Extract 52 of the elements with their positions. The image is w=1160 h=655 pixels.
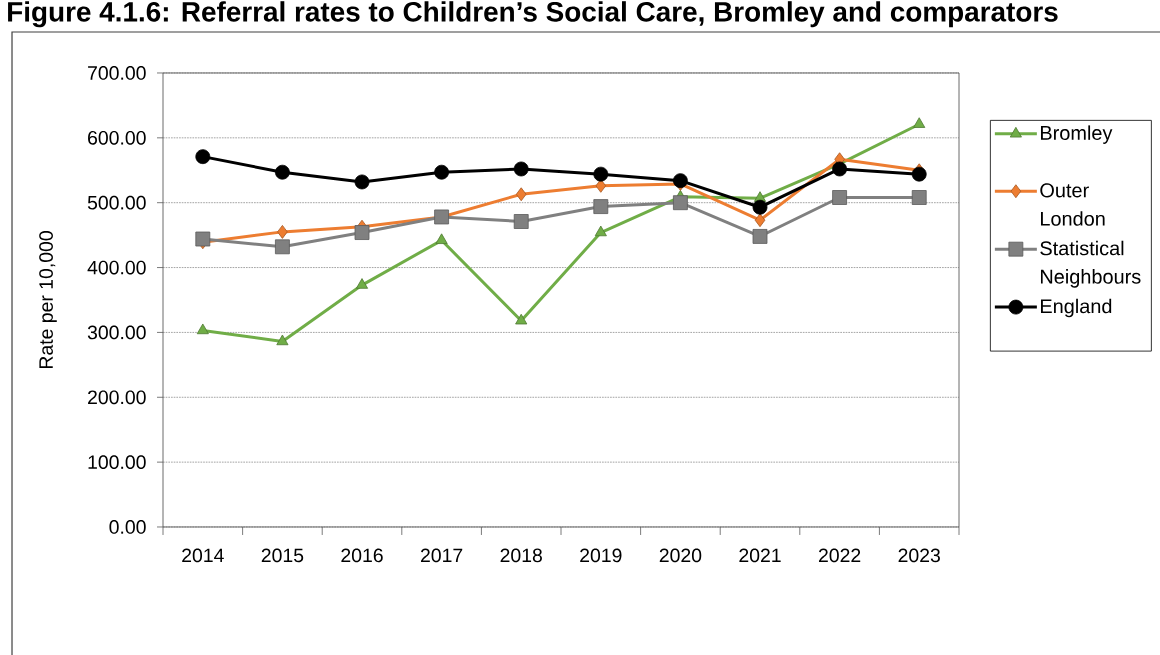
x-tick-label: 2018 [500,548,542,563]
point [752,199,768,215]
y-tick-label: 700.00 [88,66,146,80]
point [673,173,688,189]
point [515,187,527,202]
x-tick-label: 2016 [341,548,383,563]
point [354,225,370,240]
point [196,323,209,335]
point [434,164,450,180]
point [354,174,370,190]
point [911,190,927,205]
point [832,161,848,177]
x-tick-label: 2022 [818,548,861,563]
x-tick-label: 2014 [182,548,224,563]
point [515,313,528,325]
y-tick-label: 0.00 [109,520,146,534]
x-tick-label: 2017 [420,548,463,563]
point [593,199,609,214]
x-tick-label: 2023 [898,548,940,563]
y-tick-label: 200.00 [88,390,146,405]
y-tick-label: 600.00 [88,130,146,145]
point [435,233,448,244]
point [513,161,529,177]
point [275,239,290,255]
x-tick-label: 2019 [580,548,622,563]
legend-label: England [1041,298,1112,318]
point [593,166,609,182]
legend-label: Bromley [1041,125,1113,144]
point [277,224,288,239]
point [513,214,529,229]
point [594,225,607,237]
point [673,195,688,211]
legend-label: Outer London [1040,183,1105,226]
point [754,213,766,228]
point [911,166,927,182]
legend-label: Statistical Neighbours [1040,240,1141,288]
x-tick-label: 2020 [659,548,702,563]
x-tick-label: 2021 [739,548,781,563]
point [276,334,289,346]
point [752,229,768,244]
y-tick-label: 500.00 [87,195,146,210]
y-tick-label: 400.00 [87,260,146,275]
y-tick-label: 300.00 [87,325,146,340]
y-tick-label: 100.00 [88,455,146,469]
x-tick-label: 2015 [261,548,304,563]
point [832,190,848,205]
y-axis-title: Rate per 10,000 [39,231,57,369]
chart-title: Figure 4.1.6: Referral rates to Children’s Social Care, Bromley and comparators [8,1,1058,28]
point [275,164,290,180]
point [355,278,369,289]
point [195,231,211,247]
point [195,149,211,165]
